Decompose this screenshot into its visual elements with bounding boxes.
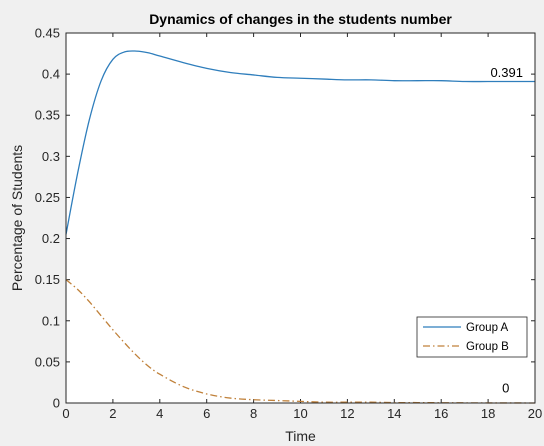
x-tick-label: 12 xyxy=(340,406,354,421)
x-tick-label: 14 xyxy=(387,406,401,421)
x-tick-label: 4 xyxy=(156,406,163,421)
x-tick-label: 0 xyxy=(62,406,69,421)
x-tick-label: 16 xyxy=(434,406,448,421)
legend-label: Group B xyxy=(466,341,509,353)
plot-frame xyxy=(65,32,536,404)
x-tick-label: 10 xyxy=(293,406,307,421)
data-annotation-label: 0 xyxy=(502,381,509,396)
y-tick-label: 0.35 xyxy=(35,108,60,123)
y-tick-label: 0.15 xyxy=(35,272,60,287)
data-annotation-label: 0.391 xyxy=(490,65,523,80)
annotations: 0.391 0 xyxy=(490,65,523,396)
y-tick-label: 0.25 xyxy=(35,190,60,205)
x-tick-label: 8 xyxy=(250,406,257,421)
y-tick-label: 0.05 xyxy=(35,354,60,369)
legend-box xyxy=(416,316,528,358)
x-tick-label: 20 xyxy=(528,406,542,421)
y-tick-label: 0.3 xyxy=(42,149,60,164)
axis-ticks: 0 2 4 6 8 10 12 14 16 18 20 0 0.05 0.1 0.15 0.2 0.25 0.3 0… xyxy=(35,26,543,422)
legend-label: Group A xyxy=(466,322,509,334)
y-tick-label: 0.4 xyxy=(42,67,60,82)
series-line-group-a xyxy=(65,50,535,235)
x-tick-label: 18 xyxy=(481,406,495,421)
x-tick-label: 2 xyxy=(109,406,116,421)
series-lines xyxy=(65,50,536,404)
y-tick-label: 0.1 xyxy=(42,313,60,328)
y-tick-label: 0.45 xyxy=(35,26,60,41)
x-axis-title: Time xyxy=(285,428,316,444)
legend: Group A Group B xyxy=(416,316,528,358)
y-axis-title: Percentage of Students xyxy=(9,145,25,291)
y-tick-label: 0 xyxy=(53,396,60,411)
chart-title: Dynamics of changes in the students numb… xyxy=(149,11,452,27)
series-line-group-b xyxy=(65,279,536,404)
y-tick-label: 0.2 xyxy=(42,231,60,246)
x-tick-label: 6 xyxy=(203,406,210,421)
